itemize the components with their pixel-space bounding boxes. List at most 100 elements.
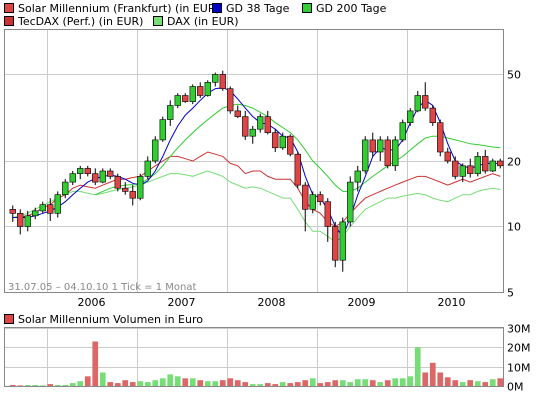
candle-up (77, 168, 84, 174)
candle-down (47, 204, 54, 214)
volume-tick-label: 10M (507, 362, 531, 375)
candle-down (84, 168, 91, 174)
candle-down (227, 88, 234, 112)
volume-bar (47, 384, 54, 386)
volume-bar (257, 384, 264, 386)
x-tick-label: 2010 (438, 296, 466, 309)
volume-bar (279, 382, 286, 386)
volume-tick-label: 20M (507, 342, 531, 355)
y-tick-label: 50 (507, 69, 521, 82)
candle-down (129, 191, 136, 199)
y-tick-label: 5 (507, 287, 514, 300)
candles (9, 70, 504, 272)
volume-bar (39, 385, 46, 386)
candle-down (384, 139, 391, 167)
legend-gd200: GD 200 Tage (302, 2, 386, 15)
x-axis-ticks: 2006 2007 2008 2009 2010 (78, 296, 466, 309)
legend-gd38: GD 38 Tage (212, 2, 289, 15)
candle-down (242, 116, 249, 137)
legend-label-gd38: GD 38 Tage (226, 2, 290, 15)
volume-bar (489, 379, 496, 386)
legend-tecdax: TecDAX (Perf.) (in EUR) (4, 15, 143, 28)
volume-bar (317, 383, 324, 386)
candle-down (497, 160, 504, 167)
volume-bar (497, 378, 504, 386)
volume-bar (324, 382, 331, 386)
candle-down (107, 170, 114, 177)
legend-dax: DAX (in EUR) (153, 15, 239, 28)
volume-bar (204, 381, 211, 386)
volume-bar (182, 378, 189, 386)
candle-up (54, 194, 61, 214)
volume-bar (354, 379, 361, 386)
candle-down (264, 116, 271, 133)
candle-up (279, 135, 286, 149)
candle-down (437, 122, 444, 153)
candle-up (99, 170, 106, 183)
candle-down (9, 209, 16, 214)
volume-bar (242, 382, 249, 386)
candle-down (197, 86, 204, 96)
candle-down (182, 95, 189, 102)
volume-bar (9, 385, 16, 386)
volume-bar (152, 380, 159, 386)
candle-down (444, 151, 451, 162)
volume-bar (467, 380, 474, 386)
candle-up (347, 181, 354, 223)
volume-bar (24, 385, 31, 386)
volume-bar (422, 372, 429, 386)
volume-legend: Solar Millennium Volumen in Euro (4, 313, 203, 326)
candle-up (339, 221, 346, 261)
volume-bar (144, 382, 151, 386)
candle-down (272, 132, 279, 149)
legend-solar-millennium: Solar Millennium (Frankfurt) (in EUR) (4, 2, 220, 15)
x-tick-label: 2006 (78, 296, 106, 309)
volume-bar (212, 381, 219, 386)
main-chart-frame (4, 29, 504, 293)
volume-bar (249, 384, 256, 386)
candle-down (122, 187, 129, 192)
legend-swatch-dax (153, 16, 163, 26)
volume-legend-label: Solar Millennium Volumen in Euro (18, 313, 203, 326)
volume-legend-swatch (4, 314, 14, 324)
candle-up (257, 116, 264, 130)
volume-bar (437, 372, 444, 386)
x-tick-label: 2009 (348, 296, 376, 309)
y-axis-ticks: 5 10 20 50 (507, 69, 521, 300)
volume-chart-frame (4, 327, 504, 387)
candle-up (249, 128, 256, 137)
candle-up (309, 194, 316, 210)
volume-bar (482, 382, 489, 386)
volume-bar (474, 381, 481, 386)
legend-swatch-gd38 (212, 3, 222, 13)
volume-bar (32, 385, 39, 386)
legend-swatch-solar (4, 3, 14, 13)
candle-up (189, 86, 196, 102)
volume-bar (407, 376, 414, 386)
volume-bar (129, 382, 136, 386)
main-chart-grid (5, 30, 504, 293)
candle-down (452, 160, 459, 177)
volume-bar (17, 385, 24, 386)
candle-up (69, 173, 76, 183)
volume-bar (99, 372, 106, 386)
volume-bar (287, 383, 294, 386)
volume-bars (9, 341, 504, 386)
candle-down (234, 110, 241, 117)
candle-up (474, 156, 481, 174)
candle-up (407, 110, 414, 124)
volume-bar (444, 377, 451, 386)
candle-up (204, 82, 211, 96)
volume-bar (384, 380, 391, 386)
candle-down (114, 176, 121, 189)
legend-label-solar: Solar Millennium (Frankfurt) (in EUR) (18, 2, 220, 15)
y-tick-label: 20 (507, 156, 521, 169)
volume-bar (189, 378, 196, 386)
candle-down (429, 107, 436, 123)
volume-tick-label: 30M (507, 323, 531, 336)
candle-down (332, 226, 339, 261)
x-tick-label: 2007 (168, 296, 196, 309)
dax-line (12, 170, 501, 243)
y-tick-label: 10 (507, 221, 521, 234)
